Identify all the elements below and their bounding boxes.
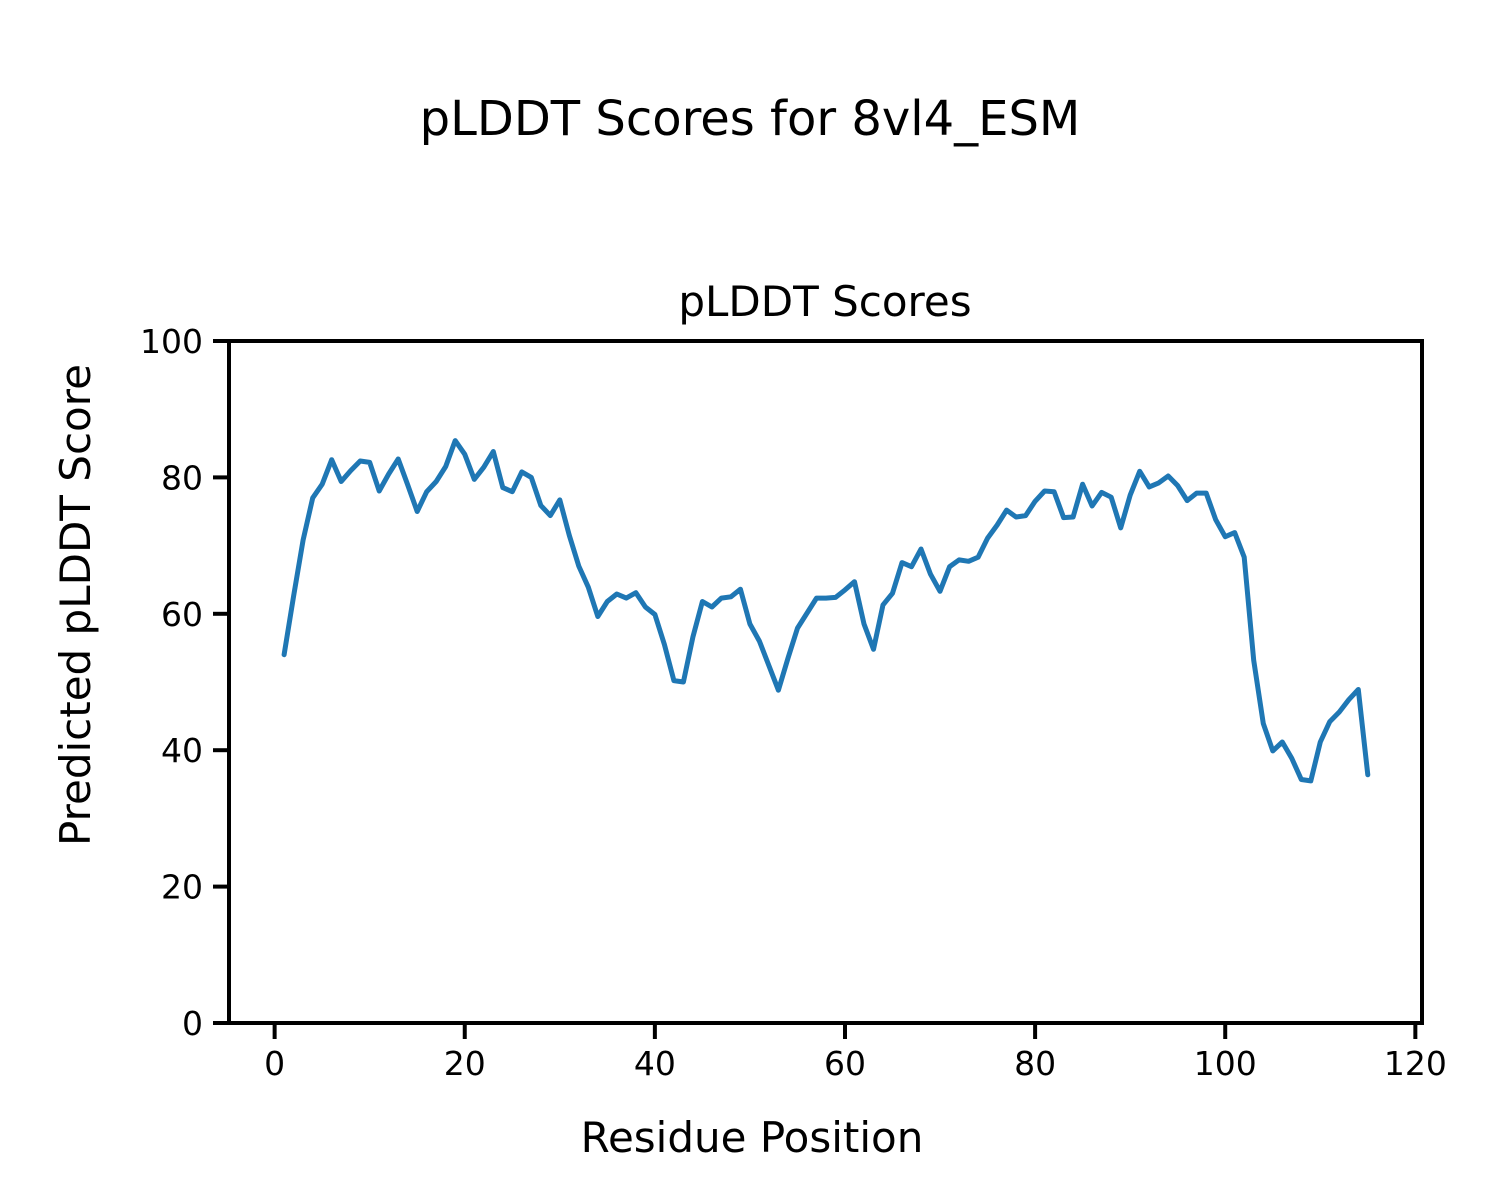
x-tick-label: 0 bbox=[264, 1044, 285, 1083]
x-axis-label: Residue Position bbox=[581, 1113, 924, 1162]
y-tick-label: 100 bbox=[140, 322, 203, 361]
axes-title: pLDDT Scores bbox=[678, 277, 971, 326]
x-tick-label: 40 bbox=[634, 1044, 676, 1083]
figure-title: pLDDT Scores for 8vl4_ESM bbox=[420, 91, 1081, 147]
y-tick-label: 0 bbox=[182, 1004, 203, 1043]
y-tick-label: 80 bbox=[161, 458, 203, 497]
x-tick-label: 80 bbox=[1014, 1044, 1056, 1083]
x-tick-label: 60 bbox=[824, 1044, 866, 1083]
axes-frame bbox=[227, 339, 1424, 1025]
y-tick-label: 20 bbox=[161, 868, 203, 907]
axis-ticks bbox=[213, 339, 1418, 1039]
y-axis-label: Predicted pLDDT Score bbox=[51, 364, 100, 846]
x-tick-label: 20 bbox=[444, 1044, 486, 1083]
y-tick-label: 60 bbox=[161, 595, 203, 634]
axis-tick-labels: 0 20 40 60 80 100 120 0 20 40 60 80 100 bbox=[140, 322, 1447, 1083]
y-tick-label: 40 bbox=[161, 731, 203, 770]
plddt-line bbox=[281, 438, 1371, 784]
x-tick-label: 120 bbox=[1384, 1044, 1447, 1083]
x-tick-label: 100 bbox=[1194, 1044, 1257, 1083]
